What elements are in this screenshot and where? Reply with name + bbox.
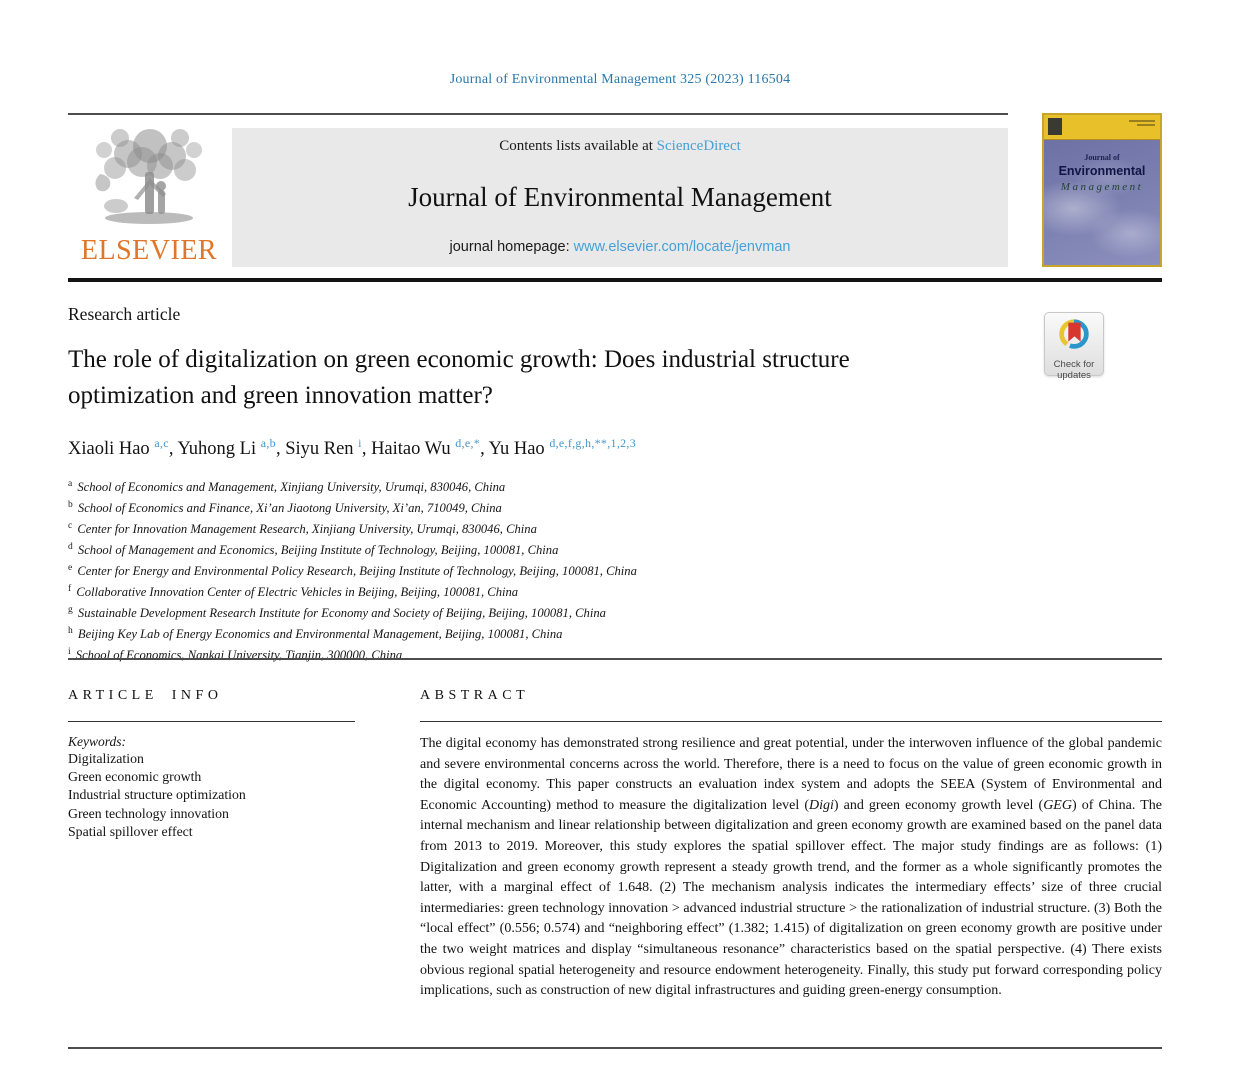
contents-prefix: Contents lists available at	[499, 138, 657, 154]
article-title: The role of digitalization on green econ…	[68, 346, 850, 409]
journal-title: Journal of Environmental Management	[408, 181, 832, 212]
affiliation-sup: c	[68, 520, 73, 531]
affiliation-item: i School of Economics, Nankai University…	[68, 646, 403, 663]
affiliation-item: a School of Economics and Management, Xi…	[68, 479, 506, 495]
affiliation-item: g Sustainable Development Research Insti…	[68, 604, 606, 621]
abstract-segment: ) and green economy growth level (	[833, 797, 1044, 813]
affiliation-sup: b	[68, 499, 73, 510]
section-divider-thick	[68, 278, 1162, 282]
abstract-segment: ) of China. The internal mechanism and l…	[420, 797, 1162, 999]
page-bottom-rule	[68, 1047, 1162, 1049]
author-affiliation-sup: a,c	[154, 436, 169, 450]
author-name: Xiaoli Hao	[68, 439, 155, 460]
article-type-label: Research article	[68, 304, 181, 324]
section-divider-thin	[68, 658, 1162, 660]
check-for-updates-label: Check for updates	[1053, 359, 1095, 381]
cover-decor-line	[1129, 120, 1155, 122]
affiliation-list: a School of Economics and Management, Xi…	[68, 476, 637, 665]
homepage-prefix: journal homepage:	[449, 239, 574, 255]
keyword-item: Green economic growth	[68, 769, 202, 785]
journal-citation: Journal of Environmental Management 325 …	[449, 72, 791, 87]
affiliation-item: f Collaborative Innovation Center of Ele…	[68, 583, 519, 600]
author-affiliation-sup: d,e,*	[455, 436, 481, 450]
abstract-heading: ABSTRACT	[420, 688, 530, 703]
homepage-line: journal homepage: www.elsevier.com/locat…	[232, 239, 1008, 255]
keyword-item: Spatial spillover effect	[68, 823, 193, 839]
elsevier-logo: ELSEVIER	[70, 120, 228, 268]
journal-cover-thumbnail: Journal of Environmental Management	[1042, 113, 1162, 267]
cover-title-line3: Management	[1060, 181, 1144, 193]
cover-title: Journal of Environmental Management	[1044, 153, 1160, 193]
cover-title-line1: Journal of	[1084, 153, 1120, 162]
check-for-updates-badge[interactable]: Check for updates	[1044, 312, 1104, 380]
affiliation-sup: h	[68, 625, 73, 636]
article-info-rule	[68, 721, 355, 722]
author-name: Siyu Ren	[285, 439, 359, 460]
abstract-column: ABSTRACT The digital economy has demonst…	[420, 688, 1162, 1002]
cover-publisher-mark	[1048, 118, 1062, 135]
keyword-item: Digitalization	[68, 751, 144, 766]
article-info-heading: ARTICLE INFO	[68, 688, 223, 703]
author-affiliation-sup: a,b	[260, 436, 276, 450]
affiliation-sup: i	[68, 646, 71, 657]
affiliation-sup: e	[68, 562, 73, 573]
journal-banner: Contents lists available at ScienceDirec…	[232, 128, 1008, 267]
keywords-list: Digitalization Green economic growth Indus…	[68, 750, 355, 841]
elsevier-tree-icon	[90, 129, 208, 232]
affiliation-item: b School of Economics and Finance, Xi’an…	[68, 499, 502, 516]
author-name: Yuhong Li	[177, 439, 261, 460]
abstract-italic-term: Digi	[808, 797, 834, 813]
homepage-link[interactable]: www.elsevier.com/locate/jenvman	[573, 239, 791, 255]
keyword-item: Green technology innovation	[68, 805, 229, 821]
cover-decor-line	[1137, 124, 1155, 126]
abstract-italic-term: GEG	[1043, 797, 1072, 813]
keyword-item: Industrial structure optimization	[68, 787, 246, 803]
author-name: Yu Hao	[488, 439, 550, 460]
elsevier-wordmark: ELSEVIER	[80, 235, 218, 266]
author-line: Xiaoli Hao a,c, Yuhong Li a,b, Siyu Ren …	[68, 436, 637, 460]
affiliation-item: h Beijing Key Lab of Energy Economics an…	[68, 625, 563, 642]
abstract-rule	[420, 721, 1162, 722]
affiliation-sup: g	[68, 604, 73, 615]
keywords-label: Keywords:	[68, 734, 126, 749]
affiliation-item: c Center for Innovation Management Resea…	[68, 520, 537, 537]
abstract-segment: The digital economy has demonstrated str…	[420, 736, 1162, 813]
affiliation-sup: d	[68, 541, 73, 552]
affiliation-item: e Center for Energy and Environmental Po…	[68, 562, 637, 579]
article-info-column: ARTICLE INFO Keywords: Digitalization Gre…	[68, 688, 355, 1002]
cover-top-band	[1044, 115, 1160, 140]
sciencedirect-link[interactable]: ScienceDirect	[656, 138, 741, 154]
author-affiliation-sup: d,e,f,g,h,**,1,2,3	[549, 436, 637, 450]
masthead-top-rule	[68, 113, 1008, 115]
affiliation-sup: a	[68, 479, 73, 489]
cover-title-line2: Environmental	[1058, 164, 1146, 178]
author-name: Haitao Wu	[371, 439, 456, 460]
author-affiliation-sup: i	[358, 436, 362, 450]
crossmark-icon	[1054, 319, 1094, 358]
contents-line: Contents lists available at ScienceDirec…	[232, 138, 1008, 155]
abstract-text: The digital economy has demonstrated str…	[420, 734, 1162, 1002]
affiliation-item: d School of Management and Economics, Be…	[68, 541, 559, 558]
affiliation-sup: f	[68, 583, 72, 594]
cover-cloud-art	[1044, 139, 1160, 265]
